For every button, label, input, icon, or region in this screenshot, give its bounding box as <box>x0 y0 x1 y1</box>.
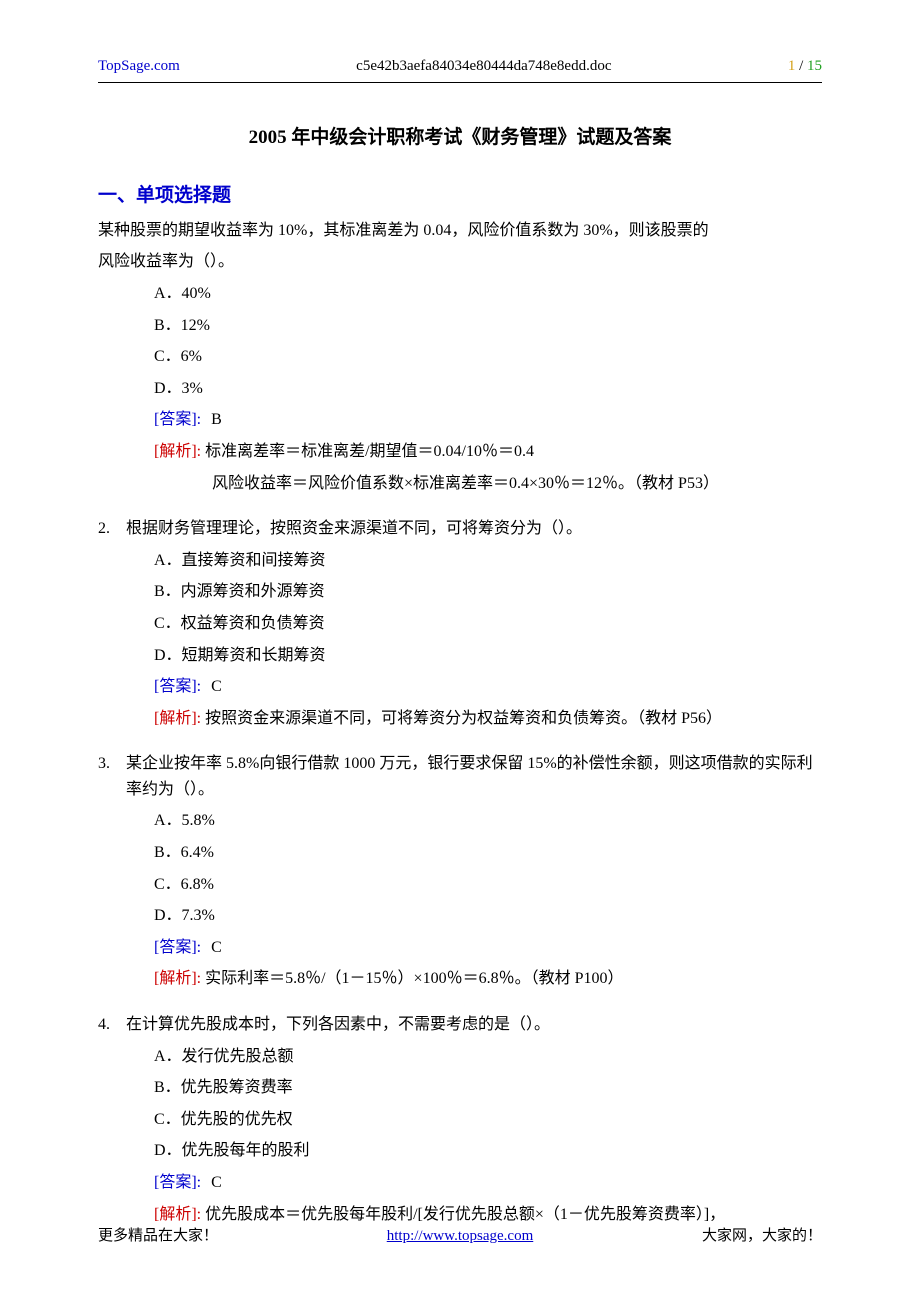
q3-number: 3. <box>98 751 126 802</box>
header-site[interactable]: TopSage.com <box>98 54 180 78</box>
q1-analysis-line2: 风险收益率＝风险价值系数×标准离差率＝0.4×30％＝12％。（教材 P53） <box>98 471 822 497</box>
q4-opt-d: D．优先股每年的股利 <box>154 1138 822 1164</box>
q2-options: A．直接筹资和间接筹资 B．内源筹资和外源筹资 C．权益筹资和负债筹资 D．短期… <box>98 548 822 668</box>
page-header: TopSage.com c5e42b3aefa84034e80444da748e… <box>98 54 822 83</box>
q1-opt-a: A．40% <box>154 281 822 307</box>
q1-options: A．40% B．12% C．6% D．3% <box>98 281 822 401</box>
q2-answer: [答案]: C <box>98 674 822 700</box>
header-filename: c5e42b3aefa84034e80444da748e8edd.doc <box>180 54 788 78</box>
q1-analysis: [解析]: 标准离差率＝标准离差/期望值＝0.04/10％＝0.4 <box>98 439 822 465</box>
answer-label: [答案]: <box>154 1174 201 1191</box>
q4-number: 4. <box>98 1012 126 1038</box>
q1-answer-value: B <box>201 411 222 428</box>
q3-answer: [答案]: C <box>98 935 822 961</box>
q2-opt-b: B．内源筹资和外源筹资 <box>154 579 822 605</box>
q3-options: A．5.8% B．6.4% C．6.8% D．7.3% <box>98 808 822 928</box>
q4-opt-a: A．发行优先股总额 <box>154 1044 822 1070</box>
header-page-indicator: 1 / 15 <box>788 54 822 78</box>
q1-answer: [答案]: B <box>98 407 822 433</box>
analysis-label: [解析]: <box>154 706 201 732</box>
q1-analysis-line1: 标准离差率＝标准离差/期望值＝0.04/10％＝0.4 <box>201 439 822 465</box>
q4-opt-b: B．优先股筹资费率 <box>154 1075 822 1101</box>
page-sep: / <box>795 58 807 74</box>
q2-opt-d: D．短期筹资和长期筹资 <box>154 643 822 669</box>
q3-opt-c: C．6.8% <box>154 872 822 898</box>
q2-analysis-text: 按照资金来源渠道不同，可将筹资分为权益筹资和负债筹资。（教材 P56） <box>201 706 822 732</box>
q2-stem-text: 根据财务管理理论，按照资金来源渠道不同，可将筹资分为（）。 <box>126 516 822 542</box>
footer-right: 大家网，大家的！ <box>702 1224 822 1248</box>
question-4: 4. 在计算优先股成本时，下列各因素中，不需要考虑的是（）。 A．发行优先股总额… <box>98 1012 822 1227</box>
q1-opt-c: C．6% <box>154 344 822 370</box>
q2-number: 2. <box>98 516 126 542</box>
q1-stem-line1: 某种股票的期望收益率为 10%，其标准离差为 0.04，风险价值系数为 30%，… <box>98 218 822 244</box>
page-total: 15 <box>807 58 822 74</box>
q2-answer-value: C <box>201 678 222 695</box>
q3-opt-d: D．7.3% <box>154 903 822 929</box>
document-title: 2005 年中级会计职称考试《财务管理》试题及答案 <box>98 123 822 153</box>
analysis-label: [解析]: <box>154 966 201 992</box>
q3-opt-a: A．5.8% <box>154 808 822 834</box>
q2-opt-a: A．直接筹资和间接筹资 <box>154 548 822 574</box>
q1-opt-b: B．12% <box>154 313 822 339</box>
q3-opt-b: B．6.4% <box>154 840 822 866</box>
q2-stem: 2. 根据财务管理理论，按照资金来源渠道不同，可将筹资分为（）。 <box>98 516 822 542</box>
q2-opt-c: C．权益筹资和负债筹资 <box>154 611 822 637</box>
q3-stem: 3. 某企业按年率 5.8%向银行借款 1000 万元，银行要求保留 15%的补… <box>98 751 822 802</box>
footer-link[interactable]: http://www.topsage.com <box>387 1224 534 1248</box>
q3-analysis-text: 实际利率＝5.8％/（1－15％）×100％＝6.8％。（教材 P100） <box>201 966 822 992</box>
page-footer: 更多精品在大家！ http://www.topsage.com 大家网，大家的！ <box>98 1224 822 1248</box>
q4-answer-value: C <box>201 1174 222 1191</box>
q4-stem-text: 在计算优先股成本时，下列各因素中，不需要考虑的是（）。 <box>126 1012 822 1038</box>
q2-analysis: [解析]: 按照资金来源渠道不同，可将筹资分为权益筹资和负债筹资。（教材 P56… <box>98 706 822 732</box>
answer-label: [答案]: <box>154 939 201 956</box>
q4-opt-c: C．优先股的优先权 <box>154 1107 822 1133</box>
analysis-label: [解析]: <box>154 439 201 465</box>
answer-label: [答案]: <box>154 411 201 428</box>
question-1: 某种股票的期望收益率为 10%，其标准离差为 0.04，风险价值系数为 30%，… <box>98 218 822 496</box>
q4-options: A．发行优先股总额 B．优先股筹资费率 C．优先股的优先权 D．优先股每年的股利 <box>98 1044 822 1164</box>
answer-label: [答案]: <box>154 678 201 695</box>
q3-answer-value: C <box>201 939 222 956</box>
q4-stem: 4. 在计算优先股成本时，下列各因素中，不需要考虑的是（）。 <box>98 1012 822 1038</box>
q1-opt-d: D．3% <box>154 376 822 402</box>
section-heading: 一、单项选择题 <box>98 181 822 211</box>
q1-stem-line2: 风险收益率为（）。 <box>98 249 822 275</box>
question-3: 3. 某企业按年率 5.8%向银行借款 1000 万元，银行要求保留 15%的补… <box>98 751 822 992</box>
q3-analysis: [解析]: 实际利率＝5.8％/（1－15％）×100％＝6.8％。（教材 P1… <box>98 966 822 992</box>
footer-left: 更多精品在大家！ <box>98 1224 218 1248</box>
question-2: 2. 根据财务管理理论，按照资金来源渠道不同，可将筹资分为（）。 A．直接筹资和… <box>98 516 822 731</box>
q4-answer: [答案]: C <box>98 1170 822 1196</box>
q3-stem-text: 某企业按年率 5.8%向银行借款 1000 万元，银行要求保留 15%的补偿性余… <box>126 751 822 802</box>
